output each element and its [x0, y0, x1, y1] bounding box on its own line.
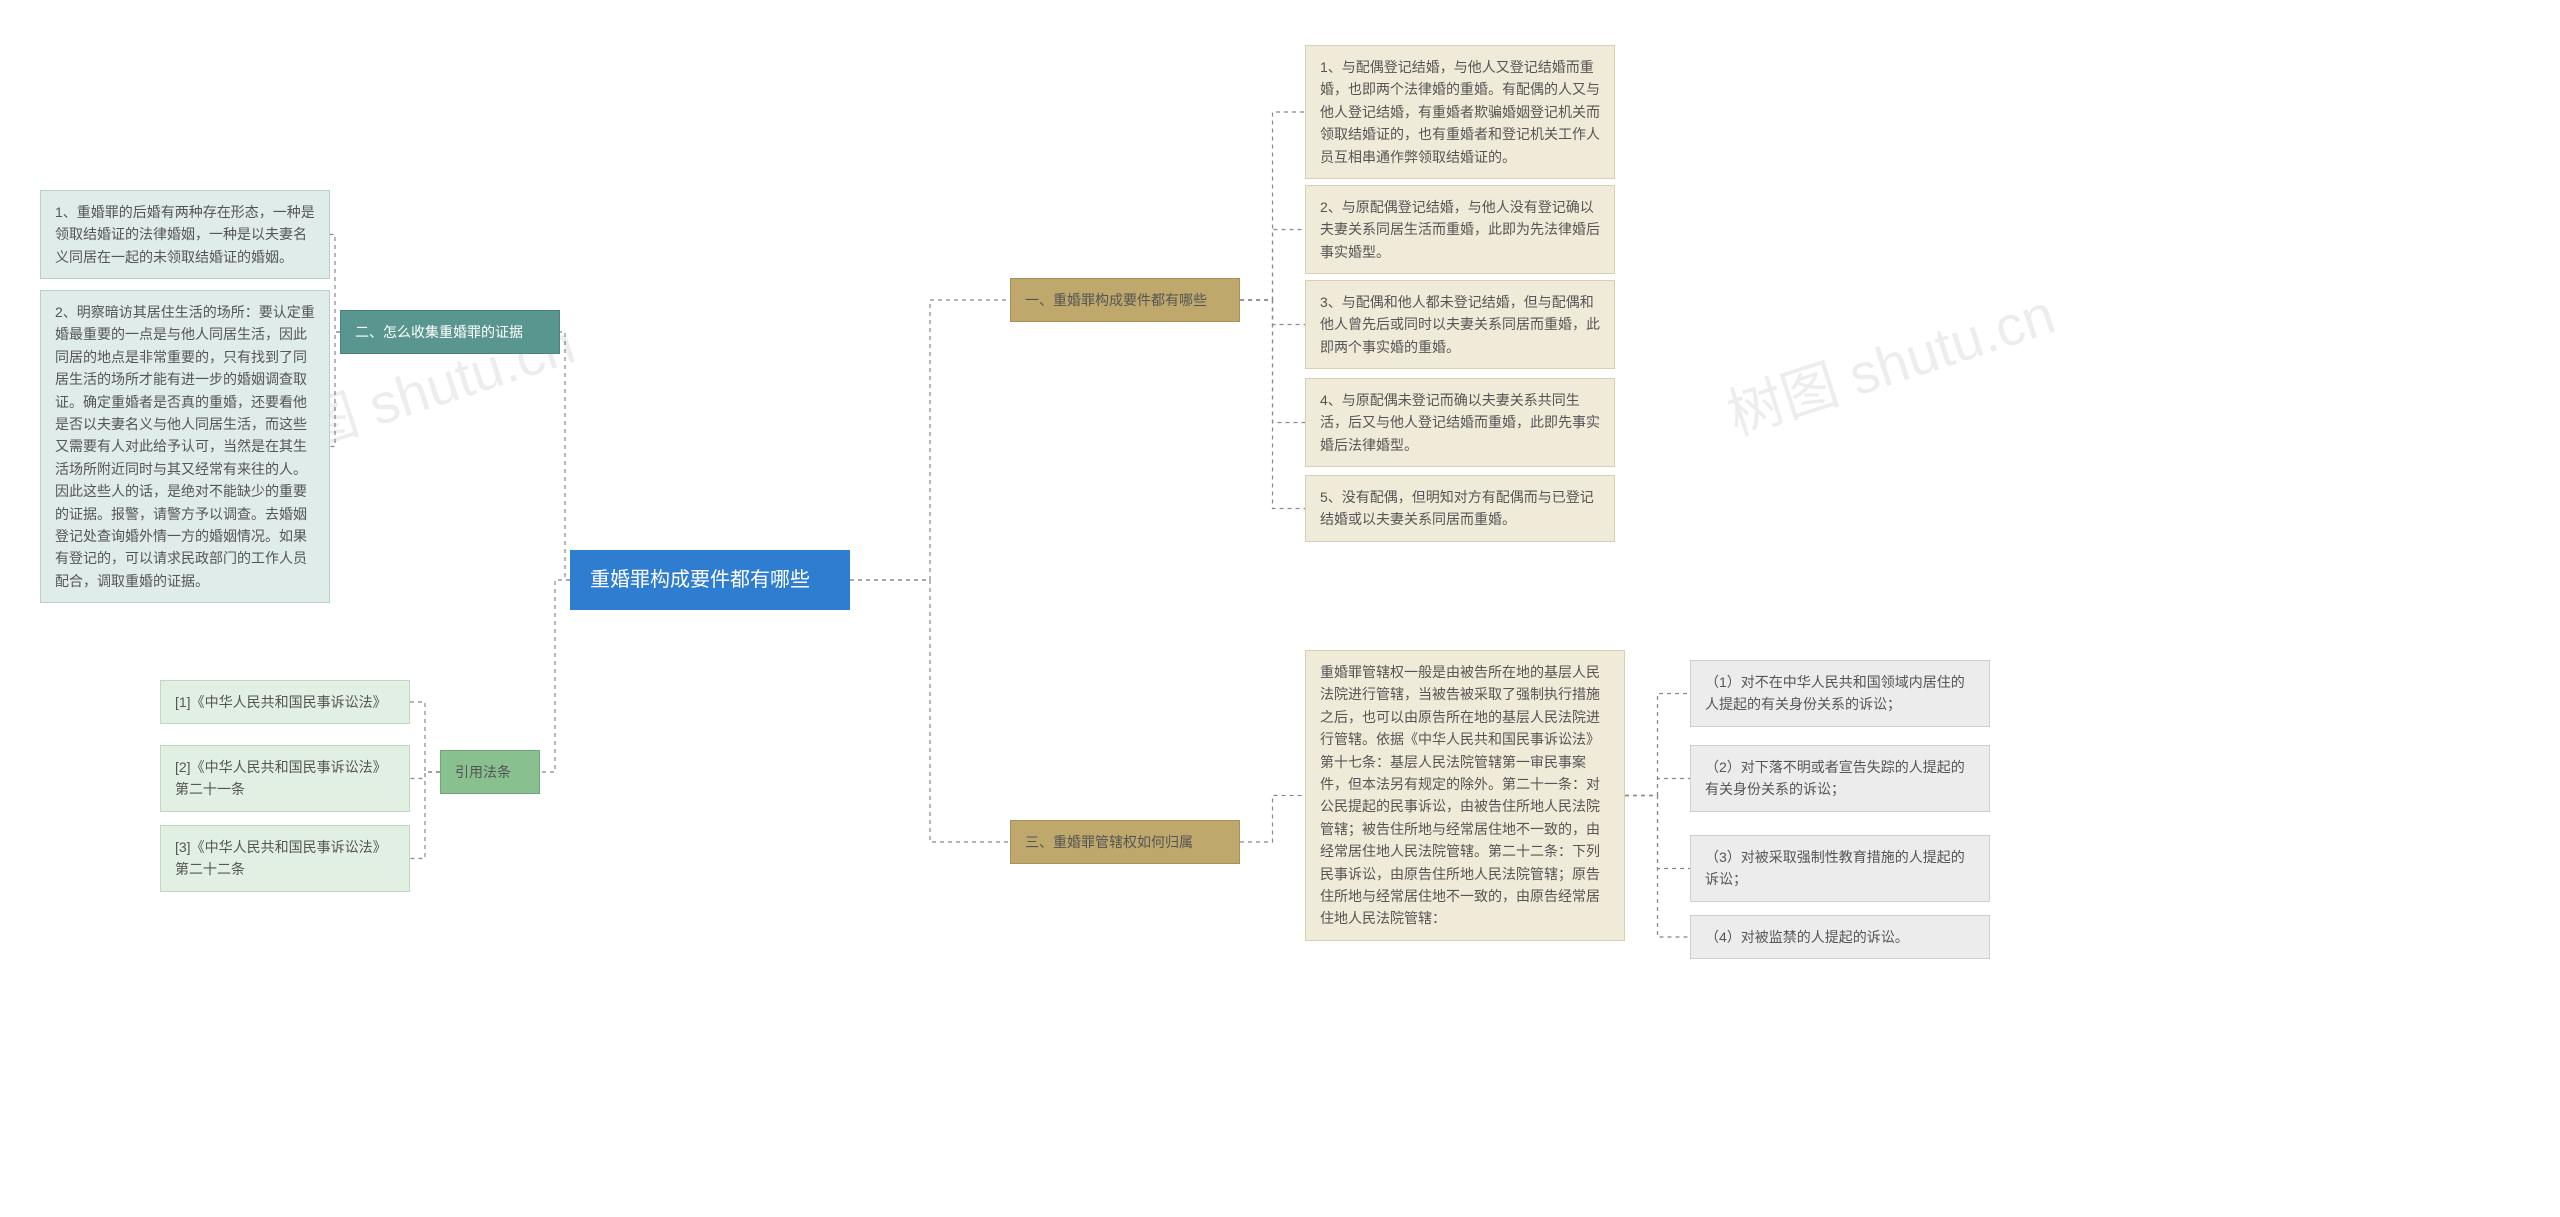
connectors-layer	[0, 0, 2560, 1217]
leaf-b1-2: 3、与配偶和他人都未登记结婚，但与配偶和他人曾先后或同时以夫妻关系同居而重婚，此…	[1305, 280, 1615, 369]
branch-b4: 三、重婚罪管辖权如何归属	[1010, 820, 1240, 864]
leaf-b3-2: [3]《中华人民共和国民事诉讼法》第二十二条	[160, 825, 410, 892]
center-topic: 重婚罪构成要件都有哪些	[570, 550, 850, 610]
branch-b2: 二、怎么收集重婚罪的证据	[340, 310, 560, 354]
leaf-b2-0: 1、重婚罪的后婚有两种存在形态，一种是领取结婚证的法律婚姻，一种是以夫妻名义同居…	[40, 190, 330, 279]
leaf-b1-0: 1、与配偶登记结婚，与他人又登记结婚而重婚，也即两个法律婚的重婚。有配偶的人又与…	[1305, 45, 1615, 179]
leaf-b2-1: 2、明察暗访其居住生活的场所：要认定重婚最重要的一点是与他人同居生活，因此同居的…	[40, 290, 330, 603]
leaf-b4-0-2: （3）对被采取强制性教育措施的人提起的诉讼；	[1690, 835, 1990, 902]
branch-b1: 一、重婚罪构成要件都有哪些	[1010, 278, 1240, 322]
leaf-b1-1: 2、与原配偶登记结婚，与他人没有登记确以夫妻关系同居生活而重婚，此即为先法律婚后…	[1305, 185, 1615, 274]
leaf-b1-3: 4、与原配偶未登记而确以夫妻关系共同生活，后又与他人登记结婚而重婚，此即先事实婚…	[1305, 378, 1615, 467]
branch-b3: 引用法条	[440, 750, 540, 794]
leaf-b3-0: [1]《中华人民共和国民事诉讼法》	[160, 680, 410, 724]
leaf-b4-0-0: （1）对不在中华人民共和国领域内居住的人提起的有关身份关系的诉讼；	[1690, 660, 1990, 727]
leaf-b3-1: [2]《中华人民共和国民事诉讼法》 第二十一条	[160, 745, 410, 812]
leaf-b4-0-1: （2）对下落不明或者宣告失踪的人提起的有关身份关系的诉讼；	[1690, 745, 1990, 812]
leaf-b4-0-3: （4）对被监禁的人提起的诉讼。	[1690, 915, 1990, 959]
leaf-b4-0: 重婚罪管辖权一般是由被告所在地的基层人民法院进行管辖，当被告被采取了强制执行措施…	[1305, 650, 1625, 941]
watermark: 树图 shutu.cn	[1716, 270, 2064, 452]
leaf-b1-4: 5、没有配偶，但明知对方有配偶而与已登记结婚或以夫妻关系同居而重婚。	[1305, 475, 1615, 542]
